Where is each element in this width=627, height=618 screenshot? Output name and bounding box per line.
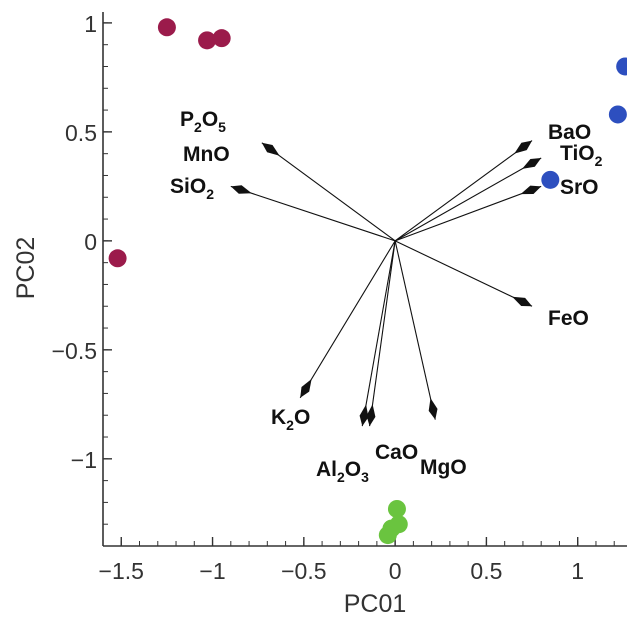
y-tick-label: 1 <box>84 11 97 37</box>
data-point <box>378 526 397 545</box>
data-point <box>108 249 127 268</box>
loading-vector <box>394 157 542 242</box>
loading-arrowhead <box>428 398 438 420</box>
data-points <box>108 18 627 545</box>
loading-arrowhead <box>230 185 252 194</box>
loading-label: CaO <box>375 441 418 464</box>
loading-label: P2O5 <box>180 108 226 135</box>
loading-label: BaO <box>548 121 591 144</box>
loading-arrowhead <box>261 142 280 156</box>
loading-arrowhead <box>359 404 369 427</box>
loading-vector <box>230 185 396 242</box>
loading-arrowhead <box>514 140 533 154</box>
x-tick-label: −1.5 <box>99 558 144 584</box>
x-tick-label: −0.5 <box>281 558 326 584</box>
x-tick-label: 0.5 <box>470 558 502 584</box>
loading-label: SrO <box>560 176 599 199</box>
data-point <box>198 31 217 50</box>
y-tick-label: −1 <box>71 447 97 473</box>
data-point <box>387 499 406 518</box>
loading-vectors <box>230 140 542 427</box>
x-axis-title: PC01 <box>344 590 407 618</box>
loading-vector <box>394 140 533 242</box>
loading-vector <box>261 142 396 242</box>
x-tick-label: 1 <box>571 558 584 584</box>
loading-vector <box>394 240 436 420</box>
loading-label: K2O <box>271 406 310 433</box>
loading-arrowhead <box>512 296 533 307</box>
y-tick-label: −0.5 <box>52 338 97 364</box>
loading-vector <box>394 185 542 242</box>
loading-vector <box>299 240 396 399</box>
y-tick-label: 0 <box>84 229 97 255</box>
loading-vector <box>394 240 533 307</box>
data-point <box>212 29 231 48</box>
y-axis-title: PC02 <box>12 237 40 300</box>
loading-label: MnO <box>183 143 230 166</box>
loading-label: FeO <box>548 307 589 330</box>
loading-label: Al2O3 <box>316 458 369 485</box>
y-tick-label: 0.5 <box>65 120 97 146</box>
loading-arrowhead <box>300 379 312 398</box>
data-point <box>157 18 176 37</box>
data-point <box>608 105 627 124</box>
loading-arrowhead <box>522 158 542 169</box>
loading-label: TiO2 <box>560 142 603 169</box>
loading-arrowhead <box>520 185 542 195</box>
loading-arrowhead <box>366 404 376 427</box>
loading-label: MgO <box>420 456 467 479</box>
x-tick-label: 0 <box>389 558 402 584</box>
data-point <box>616 57 627 76</box>
data-point <box>541 170 560 189</box>
x-tick-label: −1 <box>199 558 225 584</box>
loading-label: SiO2 <box>170 175 214 202</box>
loading-vector <box>369 240 396 427</box>
loading-vector <box>361 240 396 427</box>
axes: −1.5 −1 −0.5 0 0.5 1 −1 −0.5 0 0.5 1 <box>52 11 627 584</box>
